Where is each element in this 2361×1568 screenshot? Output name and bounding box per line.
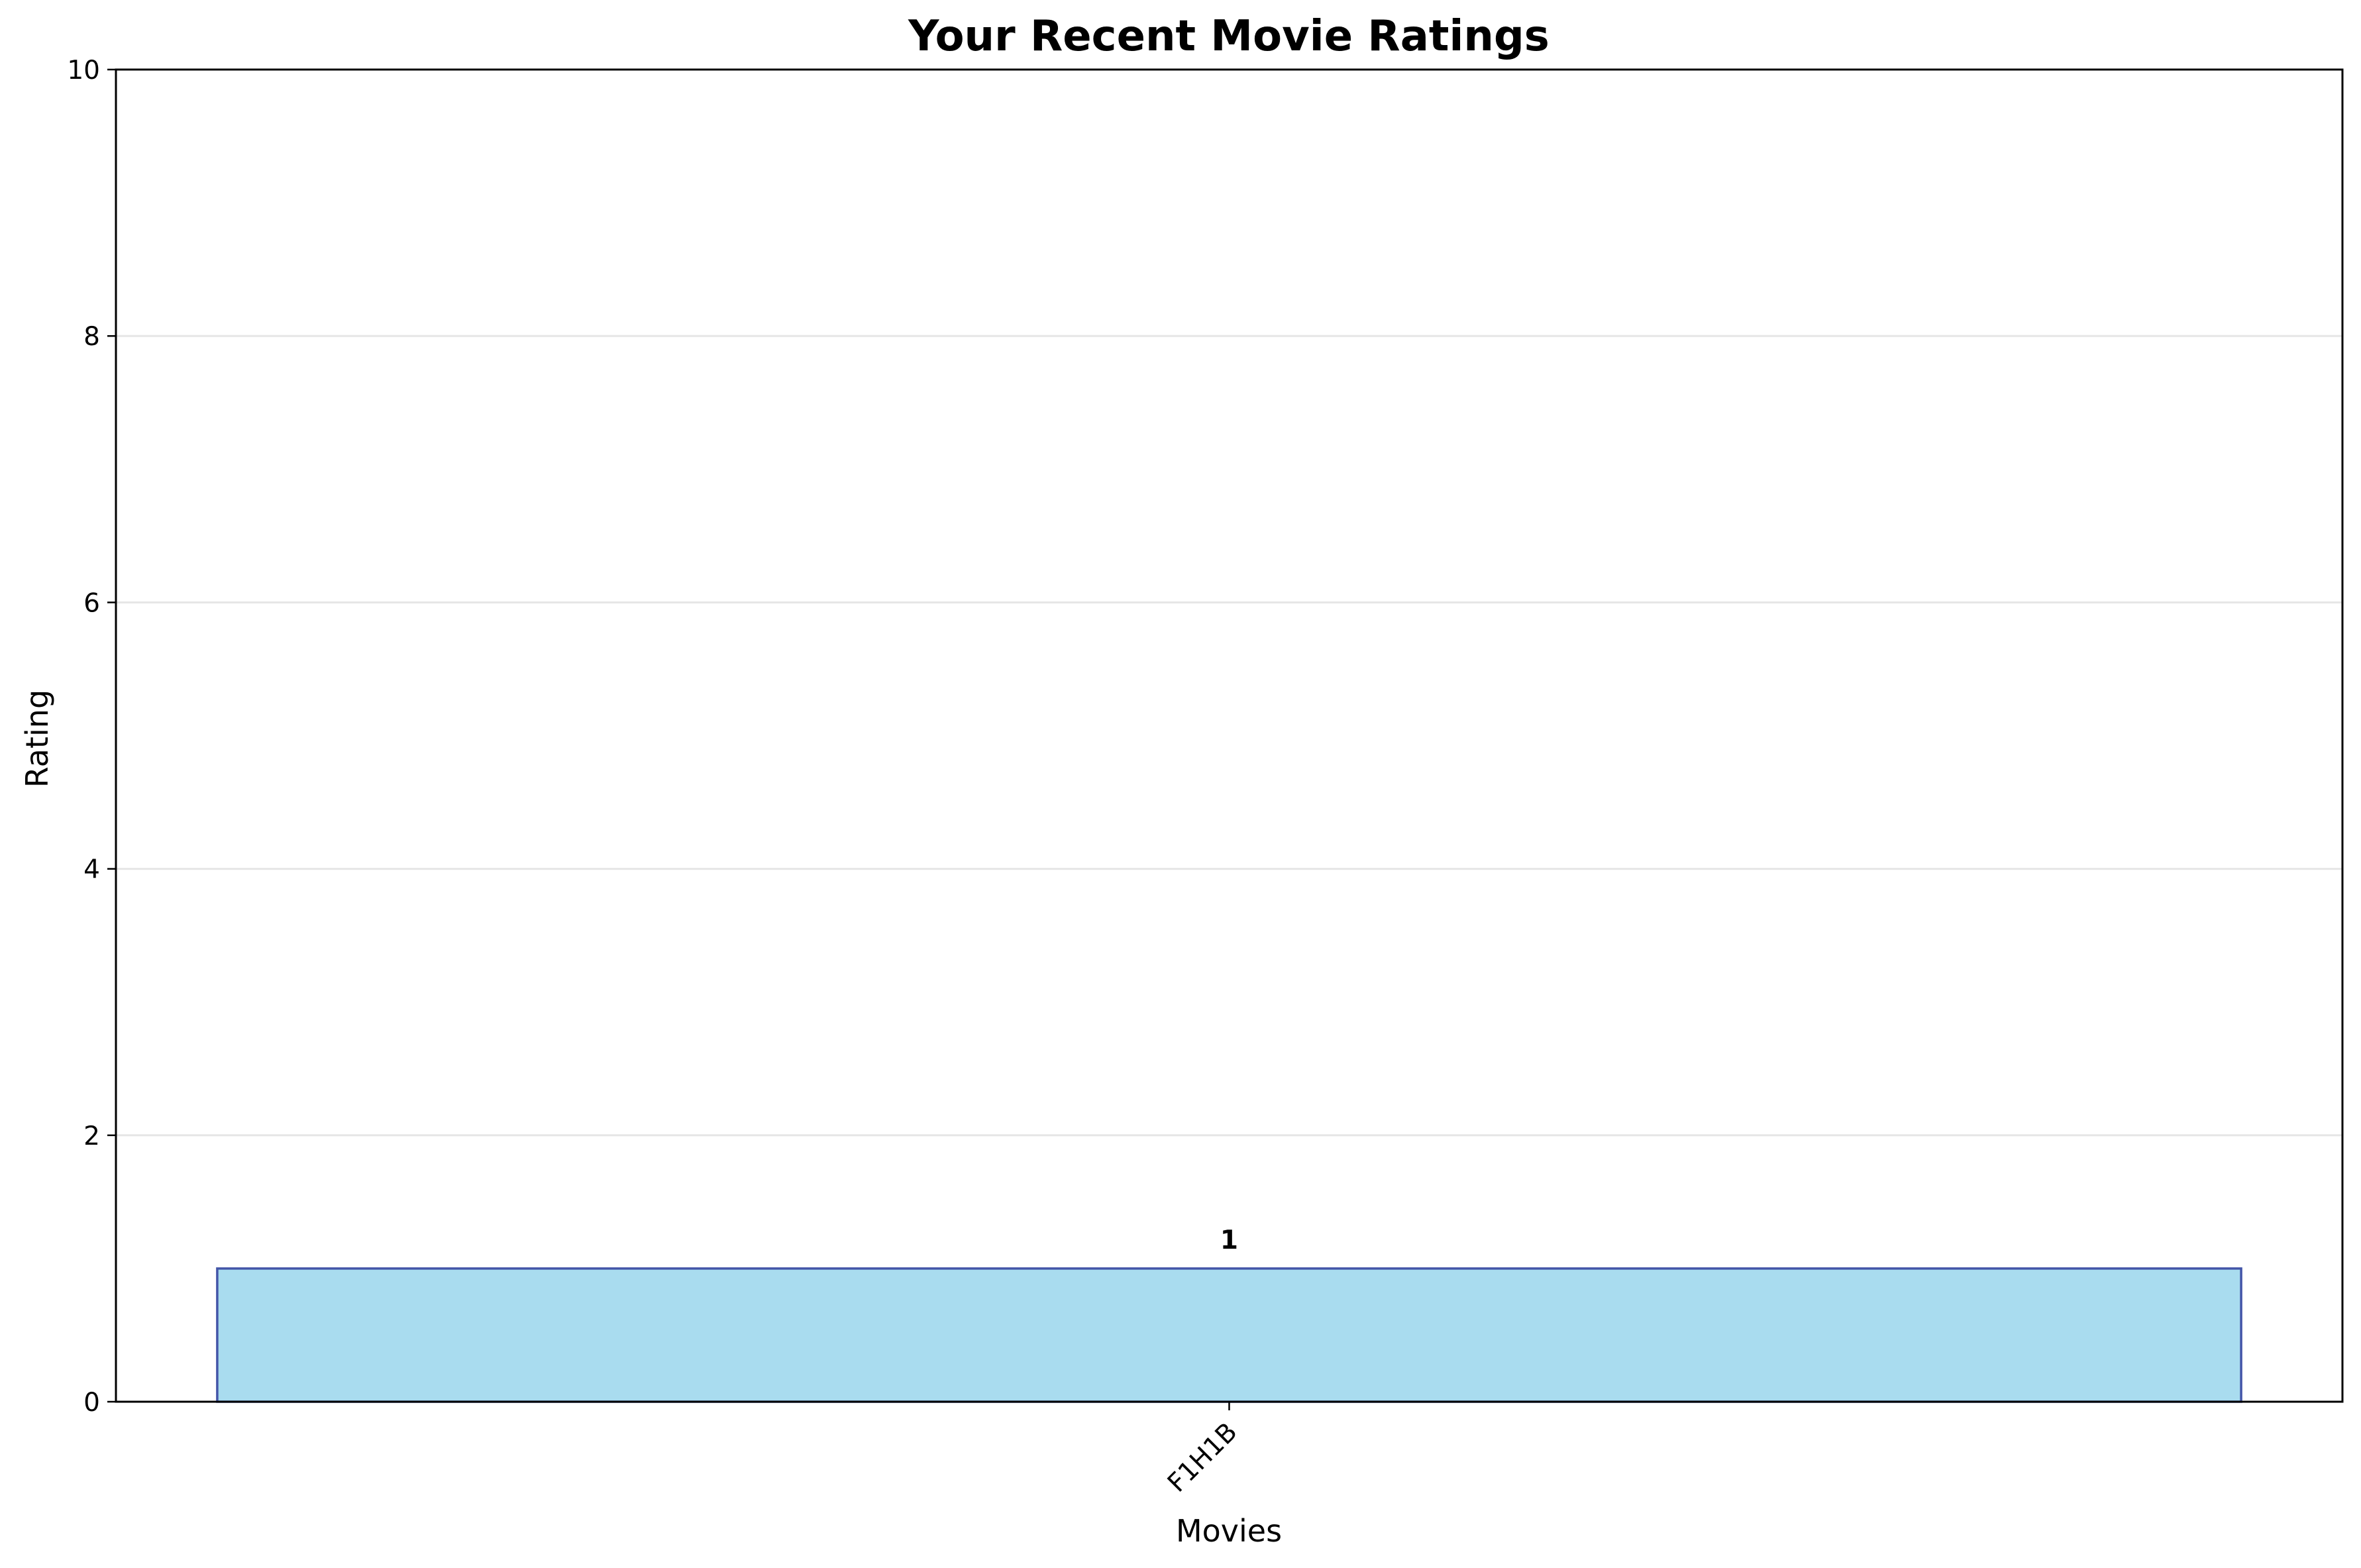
bars bbox=[216, 1267, 2242, 1403]
y-axis: 0 2 4 6 8 10 bbox=[67, 56, 116, 1418]
y-axis-label: Rating bbox=[19, 690, 55, 788]
data-labels: 1 bbox=[1220, 1226, 1238, 1255]
y-tick-label: 2 bbox=[83, 1122, 100, 1151]
bar-value-label: 1 bbox=[1220, 1226, 1238, 1255]
chart-title: Your Recent Movie Ratings bbox=[908, 12, 1549, 61]
gridlines bbox=[116, 335, 2342, 1137]
y-tick-label: 8 bbox=[83, 322, 100, 352]
y-tick-label: 4 bbox=[83, 855, 100, 885]
x-axis-label: Movies bbox=[1176, 1513, 1282, 1549]
x-axis: F1H1B bbox=[1162, 1402, 1243, 1498]
y-tick-label: 10 bbox=[67, 56, 100, 85]
bar bbox=[216, 1267, 2242, 1403]
plot-area bbox=[115, 68, 2344, 1403]
y-tick-label: 0 bbox=[83, 1388, 100, 1418]
x-tick-label: F1H1B bbox=[1162, 1417, 1243, 1498]
y-tick-label: 6 bbox=[83, 588, 100, 618]
